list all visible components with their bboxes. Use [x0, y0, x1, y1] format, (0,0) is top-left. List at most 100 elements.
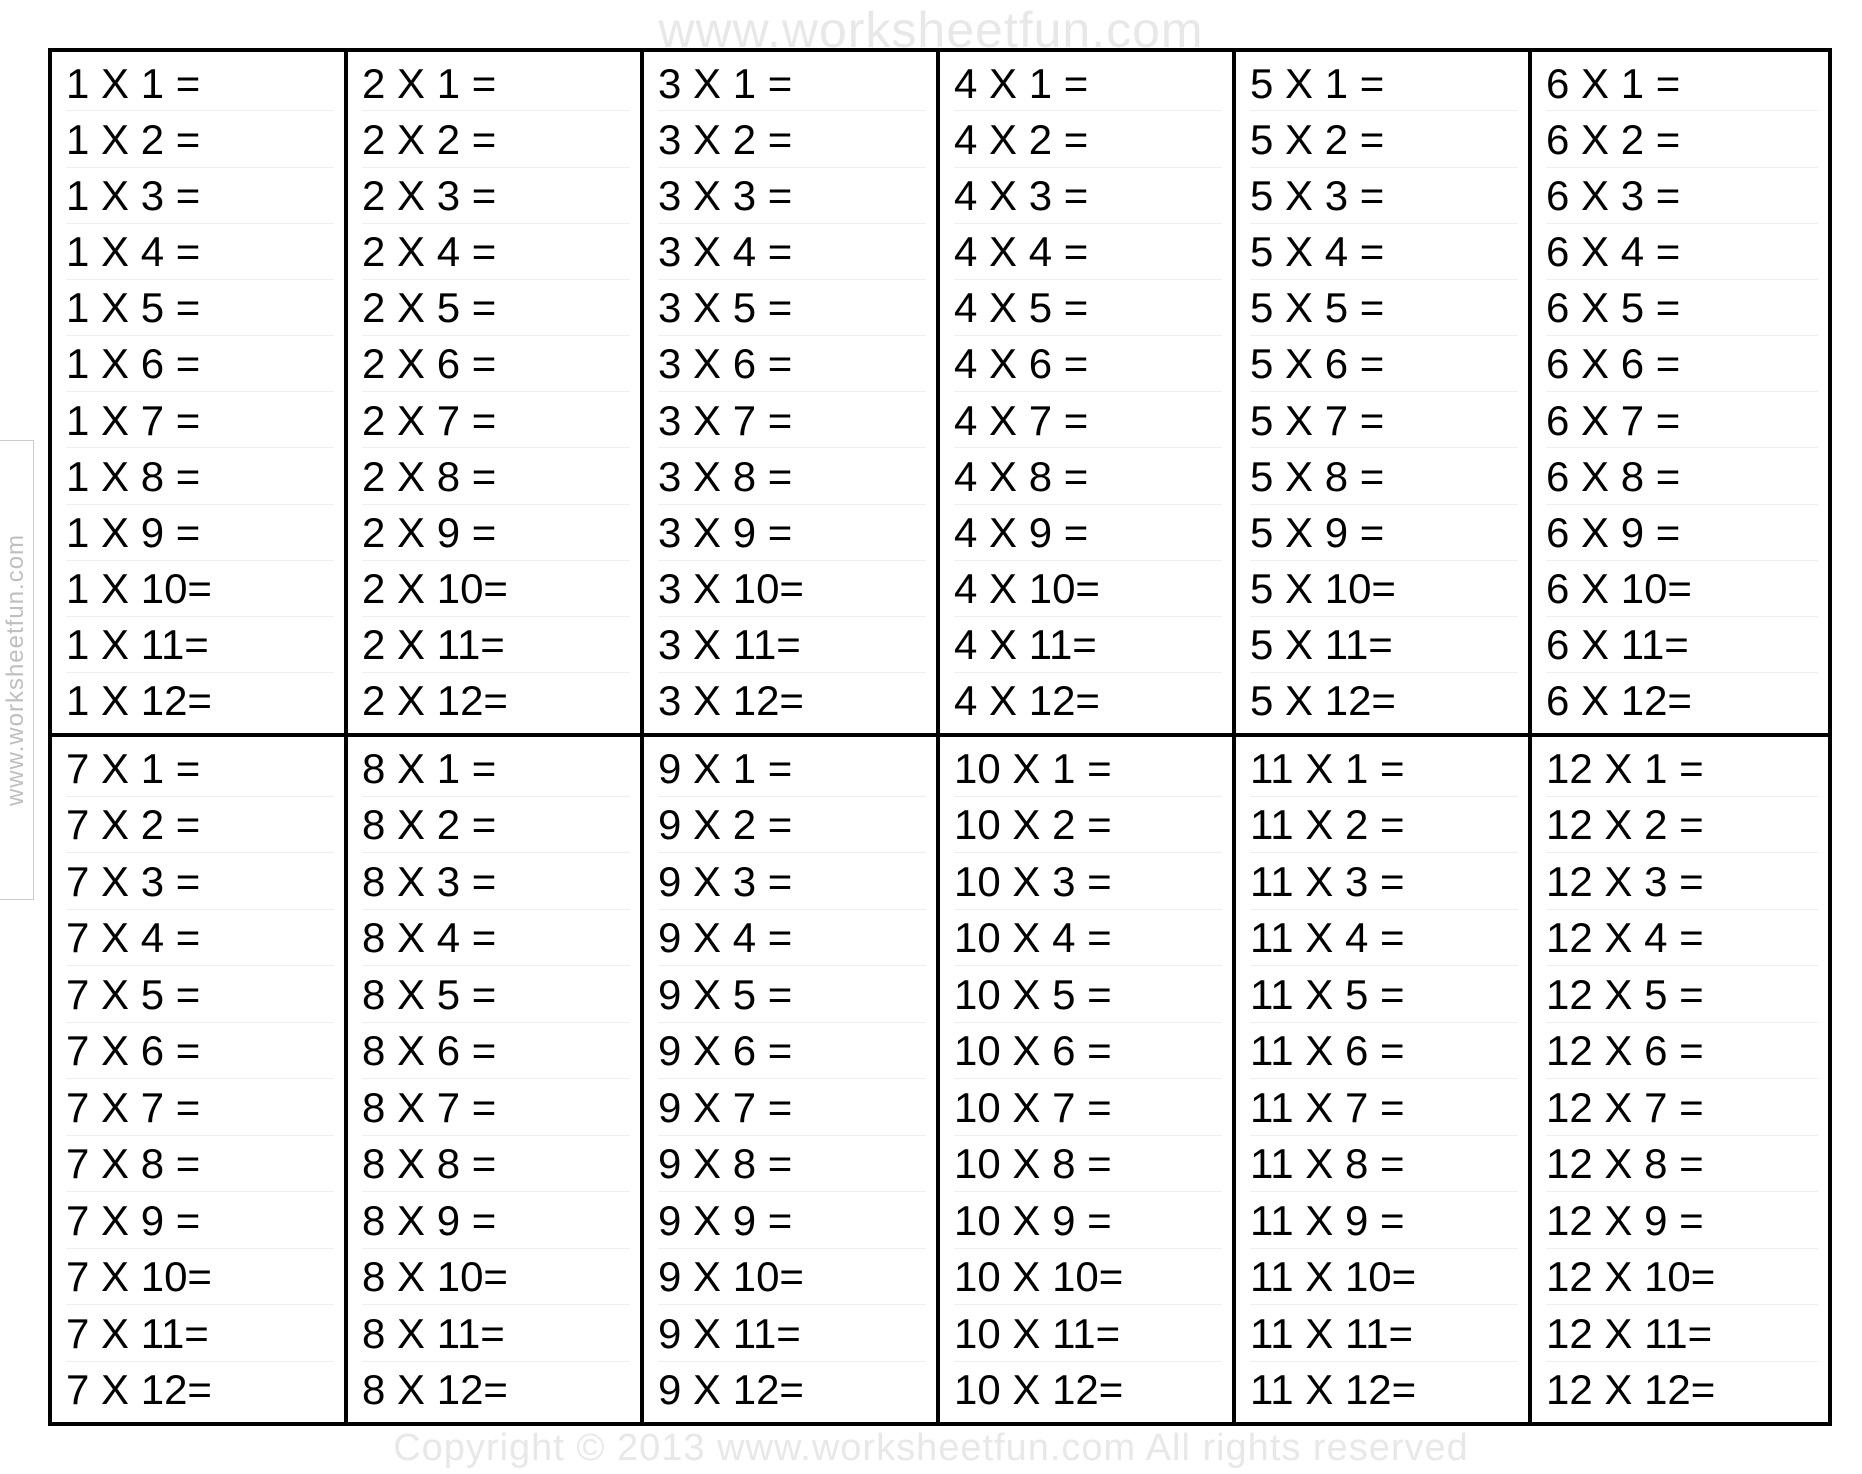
- equation: 9 X 5 =: [658, 968, 926, 1023]
- equation: 2 X 10=: [362, 562, 630, 617]
- equation: 11 X 1 =: [1250, 742, 1518, 797]
- equation: 12 X 8 =: [1546, 1137, 1818, 1192]
- equation: 8 X 9 =: [362, 1194, 630, 1249]
- equation: 8 X 12=: [362, 1363, 630, 1417]
- grid-band-top: 1 X 1 =1 X 2 =1 X 3 =1 X 4 =1 X 5 =1 X 6…: [52, 52, 1828, 737]
- equation: 10 X 7 =: [954, 1081, 1222, 1136]
- equation: 8 X 10=: [362, 1250, 630, 1305]
- equation: 10 X 1 =: [954, 742, 1222, 797]
- equation: 5 X 10=: [1250, 562, 1518, 617]
- times-table-cell-9: 9 X 1 =9 X 2 =9 X 3 =9 X 4 =9 X 5 =9 X 6…: [644, 737, 940, 1422]
- equation: 5 X 9 =: [1250, 506, 1518, 561]
- equation: 12 X 2 =: [1546, 798, 1818, 853]
- equation: 8 X 4 =: [362, 911, 630, 966]
- equation: 4 X 5 =: [954, 281, 1222, 336]
- equation: 1 X 9 =: [66, 506, 334, 561]
- equation: 7 X 12=: [66, 1363, 334, 1417]
- equation: 1 X 4 =: [66, 225, 334, 280]
- grid-band-bottom: 7 X 1 =7 X 2 =7 X 3 =7 X 4 =7 X 5 =7 X 6…: [52, 737, 1828, 1422]
- equation: 4 X 3 =: [954, 169, 1222, 224]
- equation: 9 X 6 =: [658, 1024, 926, 1079]
- equation: 4 X 2 =: [954, 113, 1222, 168]
- equation: 1 X 2 =: [66, 113, 334, 168]
- equation: 9 X 1 =: [658, 742, 926, 797]
- equation: 3 X 3 =: [658, 169, 926, 224]
- equation: 6 X 6 =: [1546, 337, 1818, 392]
- equation: 5 X 1 =: [1250, 57, 1518, 112]
- equation: 10 X 2 =: [954, 798, 1222, 853]
- equation: 6 X 1 =: [1546, 57, 1818, 112]
- equation: 6 X 10=: [1546, 562, 1818, 617]
- equation: 9 X 12=: [658, 1363, 926, 1417]
- equation: 6 X 11=: [1546, 618, 1818, 673]
- equation: 3 X 12=: [658, 674, 926, 728]
- equation: 6 X 7 =: [1546, 394, 1818, 449]
- equation: 5 X 8 =: [1250, 450, 1518, 505]
- equation: 3 X 10=: [658, 562, 926, 617]
- watermark-bottom: Copyright © 2013 www.worksheetfun.com Al…: [0, 1427, 1862, 1470]
- equation: 1 X 3 =: [66, 169, 334, 224]
- equation: 8 X 11=: [362, 1307, 630, 1362]
- equation: 9 X 2 =: [658, 798, 926, 853]
- equation: 7 X 4 =: [66, 911, 334, 966]
- equation: 2 X 1 =: [362, 57, 630, 112]
- equation: 5 X 5 =: [1250, 281, 1518, 336]
- equation: 2 X 11=: [362, 618, 630, 673]
- equation: 5 X 11=: [1250, 618, 1518, 673]
- equation: 3 X 6 =: [658, 337, 926, 392]
- equation: 3 X 8 =: [658, 450, 926, 505]
- equation: 7 X 10=: [66, 1250, 334, 1305]
- equation: 11 X 2 =: [1250, 798, 1518, 853]
- equation: 4 X 6 =: [954, 337, 1222, 392]
- equation: 11 X 11=: [1250, 1307, 1518, 1362]
- equation: 4 X 11=: [954, 618, 1222, 673]
- equation: 3 X 1 =: [658, 57, 926, 112]
- equation: 5 X 7 =: [1250, 394, 1518, 449]
- equation: 2 X 6 =: [362, 337, 630, 392]
- equation: 8 X 5 =: [362, 968, 630, 1023]
- equation: 2 X 4 =: [362, 225, 630, 280]
- equation: 10 X 3 =: [954, 855, 1222, 910]
- equation: 6 X 3 =: [1546, 169, 1818, 224]
- equation: 9 X 8 =: [658, 1137, 926, 1192]
- watermark-side: www.worksheetfun.com: [0, 440, 34, 900]
- equation: 8 X 1 =: [362, 742, 630, 797]
- equation: 1 X 10=: [66, 562, 334, 617]
- equation: 6 X 5 =: [1546, 281, 1818, 336]
- equation: 12 X 7 =: [1546, 1081, 1818, 1136]
- equation: 10 X 8 =: [954, 1137, 1222, 1192]
- equation: 5 X 12=: [1250, 674, 1518, 728]
- equation: 7 X 11=: [66, 1307, 334, 1362]
- times-table-cell-1: 1 X 1 =1 X 2 =1 X 3 =1 X 4 =1 X 5 =1 X 6…: [52, 52, 348, 733]
- equation: 4 X 1 =: [954, 57, 1222, 112]
- equation: 5 X 6 =: [1250, 337, 1518, 392]
- times-table-grid: 1 X 1 =1 X 2 =1 X 3 =1 X 4 =1 X 5 =1 X 6…: [48, 48, 1832, 1426]
- times-table-cell-3: 3 X 1 =3 X 2 =3 X 3 =3 X 4 =3 X 5 =3 X 6…: [644, 52, 940, 733]
- equation: 6 X 2 =: [1546, 113, 1818, 168]
- equation: 2 X 9 =: [362, 506, 630, 561]
- times-table-cell-6: 6 X 1 =6 X 2 =6 X 3 =6 X 4 =6 X 5 =6 X 6…: [1532, 52, 1828, 733]
- equation: 12 X 11=: [1546, 1307, 1818, 1362]
- equation: 11 X 12=: [1250, 1363, 1518, 1417]
- worksheet-page: www.worksheetfun.com www.worksheetfun.co…: [0, 0, 1862, 1474]
- equation: 2 X 5 =: [362, 281, 630, 336]
- equation: 9 X 9 =: [658, 1194, 926, 1249]
- equation: 1 X 11=: [66, 618, 334, 673]
- equation: 1 X 12=: [66, 674, 334, 728]
- times-table-cell-4: 4 X 1 =4 X 2 =4 X 3 =4 X 4 =4 X 5 =4 X 6…: [940, 52, 1236, 733]
- equation: 2 X 12=: [362, 674, 630, 728]
- equation: 11 X 3 =: [1250, 855, 1518, 910]
- equation: 9 X 11=: [658, 1307, 926, 1362]
- equation: 10 X 6 =: [954, 1024, 1222, 1079]
- equation: 8 X 7 =: [362, 1081, 630, 1136]
- equation: 11 X 7 =: [1250, 1081, 1518, 1136]
- times-table-cell-2: 2 X 1 =2 X 2 =2 X 3 =2 X 4 =2 X 5 =2 X 6…: [348, 52, 644, 733]
- equation: 5 X 3 =: [1250, 169, 1518, 224]
- equation: 8 X 6 =: [362, 1024, 630, 1079]
- times-table-cell-5: 5 X 1 =5 X 2 =5 X 3 =5 X 4 =5 X 5 =5 X 6…: [1236, 52, 1532, 733]
- equation: 12 X 6 =: [1546, 1024, 1818, 1079]
- equation: 1 X 7 =: [66, 394, 334, 449]
- equation: 12 X 1 =: [1546, 742, 1818, 797]
- equation: 3 X 5 =: [658, 281, 926, 336]
- equation: 9 X 4 =: [658, 911, 926, 966]
